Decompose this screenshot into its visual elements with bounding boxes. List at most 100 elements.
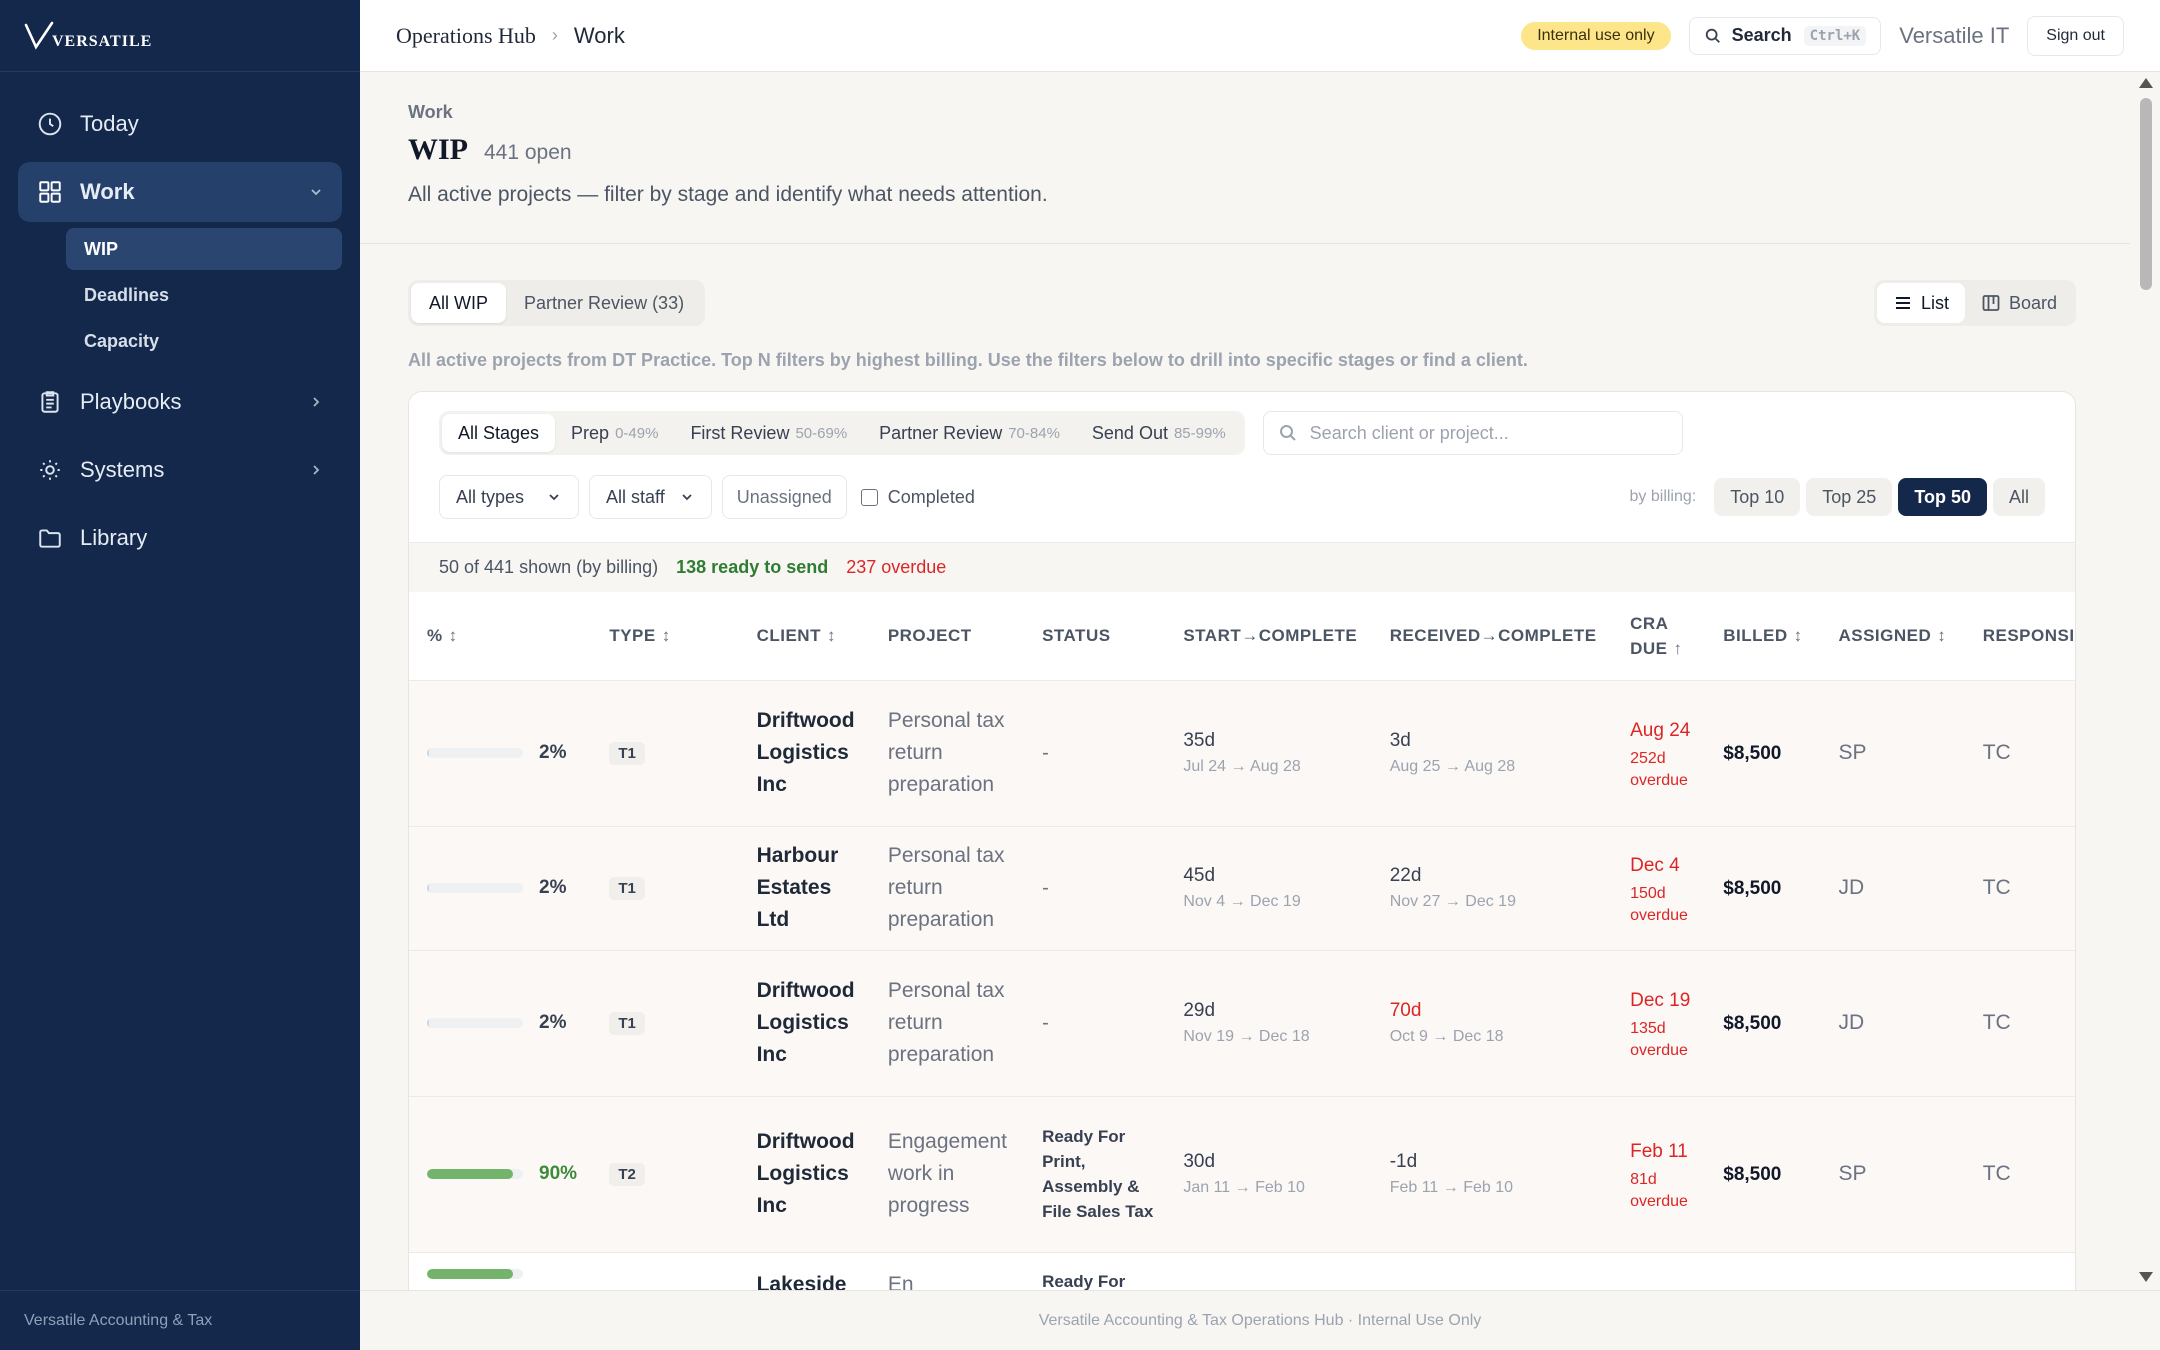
sidebar-item-playbooks[interactable]: Playbooks (18, 372, 342, 432)
sidebar-item-library[interactable]: Library (18, 508, 342, 568)
billing-top-10[interactable]: Top 10 (1714, 478, 1801, 516)
billing-all[interactable]: All (1992, 478, 2045, 516)
sign-out-button[interactable]: Sign out (2027, 15, 2124, 56)
list-view-button[interactable]: List (1876, 283, 1965, 323)
scroll-down-icon[interactable] (2139, 1272, 2153, 1282)
cell-responsible: TC (1964, 680, 2075, 827)
stage-label: First Review (690, 422, 790, 443)
col-type[interactable]: TYPE ↕ (591, 592, 739, 681)
cell-start-complete: 35d Jul 24 → Aug 28 (1165, 680, 1372, 827)
project-name: En (887, 1272, 914, 1291)
assigned-initials: SP (1838, 1162, 1867, 1185)
subnav-item-capacity[interactable]: Capacity (84, 330, 160, 351)
start-range: Jul 24 → Aug 28 (1183, 758, 1301, 775)
table-row[interactable]: Lakeside En Ready For (409, 1252, 2075, 1290)
responsible-initials: TC (1982, 876, 2011, 899)
client-name[interactable]: Harbour Estates Ltd (756, 844, 839, 931)
view-tabs: All WIP Partner Review (33) (408, 280, 706, 326)
stage-partner-review[interactable]: Partner Review 70-84% (863, 414, 1076, 452)
client-name[interactable]: Driftwood Logistics Inc (756, 1130, 855, 1217)
completed-label: Completed (887, 486, 975, 507)
client-search-input[interactable] (1309, 422, 1668, 444)
cell-cra-due: Feb 11 81d overdue (1612, 1096, 1706, 1253)
cell-received-complete: 22d Nov 27 → Dec 19 (1371, 826, 1613, 951)
billing-top-25[interactable]: Top 25 (1806, 478, 1893, 516)
page-title: WIP (408, 133, 468, 166)
table-row[interactable]: 2% T1 Driftwood Logistics Inc Personal tax … (409, 950, 2075, 1097)
stage-prep[interactable]: Prep 0-49% (555, 414, 674, 452)
table-row[interactable]: 2% T1 Driftwood Logistics Inc Personal tax … (409, 680, 2075, 827)
cell-type: T1 (591, 680, 739, 827)
col-assigned[interactable]: ASSIGNED ↕ (1820, 592, 1965, 681)
brand-logo[interactable]: VERSATILE (24, 21, 152, 51)
work-subnav: WIP Deadlines Capacity (18, 228, 342, 362)
stage-label: All Stages (458, 422, 540, 443)
breadcrumb-root[interactable]: Operations Hub (396, 22, 536, 48)
client-name[interactable]: Lakeside (756, 1272, 847, 1291)
received-range: Nov 27 → Dec 19 (1389, 893, 1516, 910)
table-row[interactable]: 2% T1 Harbour Estates Ltd Personal tax retu… (409, 826, 2075, 951)
topbar-actions: Internal use only Search Ctrl+K Versatil… (1521, 15, 2124, 56)
stage-all[interactable]: All Stages (442, 414, 556, 452)
checkbox-box[interactable] (860, 488, 878, 506)
col-start-complete: START→COMPLETE (1165, 592, 1372, 681)
col-client[interactable]: CLIENT ↕ (738, 592, 870, 681)
responsible-initials: TC (1982, 1011, 2011, 1034)
sidebar-item-systems[interactable]: Systems (18, 440, 342, 500)
sun-icon (36, 456, 64, 484)
page-hint: All active projects from DT Practice. To… (408, 350, 1528, 370)
cra-due-date: Dec 19 (1630, 990, 1691, 1011)
main-scrollbar[interactable] (2130, 72, 2160, 1290)
cell-received-complete: -1d Feb 11 → Feb 10 (1371, 1096, 1613, 1253)
col-percent[interactable]: % ↕ (409, 592, 592, 681)
sidebar-item-work[interactable]: Work (18, 162, 342, 222)
stage-send-out[interactable]: Send Out 85-99% (1076, 414, 1242, 452)
type-select[interactable]: All types (439, 475, 580, 519)
stage-first-review[interactable]: First Review 50-69% (674, 414, 863, 452)
scrollbar-thumb[interactable] (2140, 98, 2152, 290)
table-row[interactable]: 90% T2 Driftwood Logistics Inc Engagement w… (409, 1096, 2075, 1253)
cra-overdue: 81d overdue (1630, 1171, 1688, 1210)
client-name[interactable]: Driftwood Logistics Inc (756, 709, 855, 796)
cell-type: T1 (591, 826, 739, 951)
status-text: - (1042, 741, 1049, 764)
sort-icon: ↑ (1673, 638, 1683, 658)
start-duration: 29d (1183, 1000, 1216, 1021)
subnav-item-deadlines[interactable]: Deadlines (84, 284, 170, 305)
table-header-row: % ↕ TYPE ↕ CLIENT ↕ PROJECT STATUS START→CO… (409, 592, 2075, 681)
type-badge: T1 (609, 1012, 645, 1035)
start-duration: 30d (1183, 1151, 1216, 1172)
cell-status: - (1024, 950, 1166, 1097)
cra-overdue: 150d overdue (1630, 885, 1688, 924)
col-project: PROJECT (869, 592, 1025, 681)
status-text: Ready For (1042, 1271, 1126, 1291)
stage-range: 50-69% (795, 424, 848, 442)
staff-select-value: All staff (606, 486, 665, 507)
cell-client: Driftwood Logistics Inc (738, 950, 870, 1097)
stage-label: Send Out (1091, 422, 1168, 443)
col-billed[interactable]: BILLED ↕ (1705, 592, 1821, 681)
billing-top-50[interactable]: Top 50 (1898, 478, 1987, 516)
column-label: PROJECT (887, 625, 972, 645)
client-name[interactable]: Driftwood Logistics Inc (756, 979, 855, 1066)
billed-amount: $8,500 (1723, 1012, 1782, 1034)
cell-assigned: JD (1820, 950, 1965, 1097)
sidebar-item-label: Playbooks (80, 389, 182, 414)
scroll-up-icon[interactable] (2139, 78, 2153, 88)
search-button[interactable]: Search Ctrl+K (1688, 16, 1882, 55)
assigned-initials: JD (1838, 1011, 1865, 1034)
cra-due-date: Dec 4 (1630, 855, 1680, 876)
open-count: 441 open (484, 141, 572, 164)
unassigned-button[interactable]: Unassigned (721, 475, 847, 519)
sidebar-item-today[interactable]: Today (18, 94, 342, 154)
completed-checkbox[interactable]: Completed (860, 486, 975, 508)
board-view-button[interactable]: Board (1965, 283, 2073, 323)
percent-value: 2% (539, 742, 567, 763)
list-icon (1895, 297, 1910, 309)
staff-select[interactable]: All staff (589, 475, 712, 519)
col-cra-due[interactable]: CRA DUE ↑ (1612, 592, 1706, 681)
tab-partner-review[interactable]: Partner Review (33) (524, 292, 685, 313)
tab-all-wip[interactable]: All WIP (411, 283, 507, 323)
main-content: Work WIP 441 open All active projects — … (360, 72, 2130, 1290)
subnav-item-wip[interactable]: WIP (66, 228, 342, 270)
